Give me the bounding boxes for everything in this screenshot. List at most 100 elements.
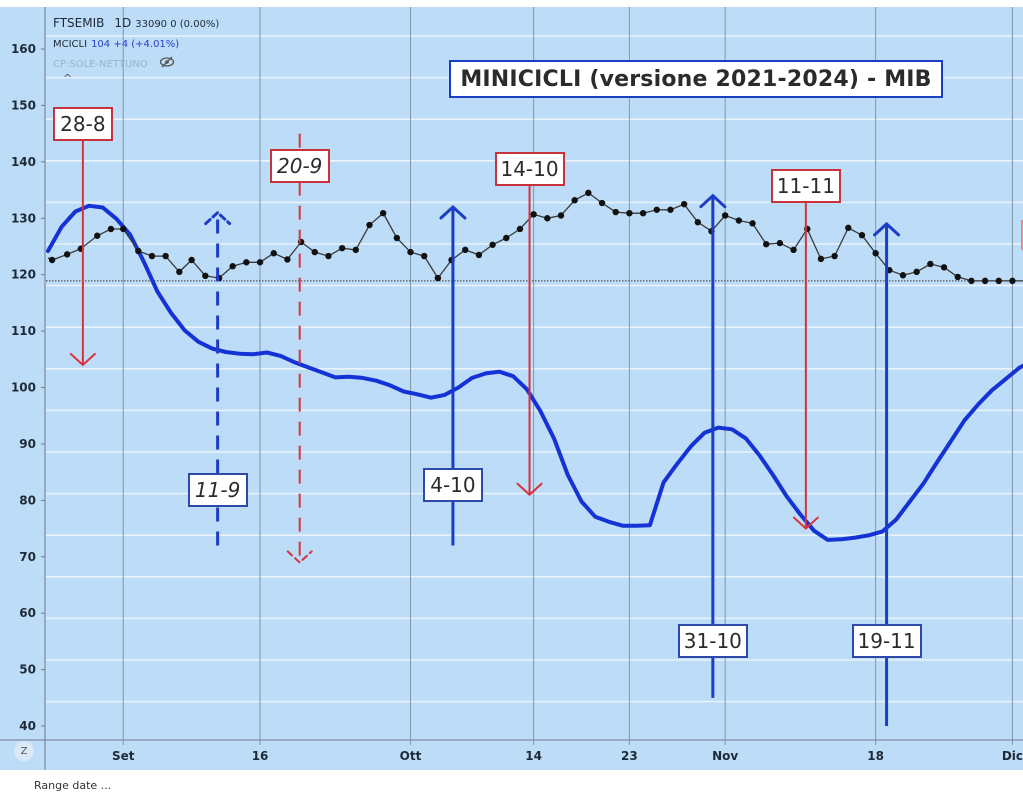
mcicli-point (763, 241, 770, 248)
marker-red-down (516, 161, 543, 497)
mcicli-point (107, 225, 115, 233)
x-tick-label: Nov (712, 749, 738, 763)
mcicli-point (995, 277, 1002, 285)
mcicli-point (229, 263, 236, 270)
x-tick-label: 16 (252, 749, 269, 763)
mcicli-point (653, 206, 660, 213)
y-tick-label: 130 (11, 211, 36, 225)
mcicli-point (407, 248, 414, 256)
mcicli-point (598, 199, 606, 207)
mcicli-point (338, 244, 346, 252)
marker-red-down (69, 111, 96, 367)
vertical-gridlines (122, 7, 1013, 740)
arrow-down-icon (792, 516, 819, 530)
range-date-selector[interactable]: Range date ... (34, 779, 112, 792)
marker-label: 4-10 (422, 468, 483, 502)
mcicli-point (858, 231, 866, 239)
mcicli-point (188, 256, 195, 264)
mcicli-point (270, 250, 277, 257)
mcicli-point (571, 197, 578, 204)
mcicli-point (1009, 277, 1016, 285)
mcicli-point (968, 277, 975, 285)
arrow-down-icon (69, 352, 96, 367)
mcicli-point (721, 212, 729, 219)
mcicli-point (954, 273, 961, 281)
marker-red-down (286, 133, 313, 564)
mcicli-point (899, 272, 907, 279)
mcicli-point (667, 206, 674, 213)
x-tick-label: Ott (400, 749, 422, 763)
legend-row-hidden: CP:SOLE-NETTUNO (53, 54, 219, 74)
legend: FTSEMIB 1D 33090 0 (0.00%) MCICLI 104 +4 (+… (53, 14, 219, 84)
y-tick-label: 150 (11, 98, 36, 112)
y-tick-label: 160 (11, 42, 36, 56)
mcicli-point (94, 232, 101, 239)
legend-row-indicator: MCICLI 104 +4 (+4.01%) (53, 34, 219, 54)
mcicli-point (352, 246, 359, 254)
x-axis-ticks: Set 16 Ott 14 23 Nov 18 Dic (112, 740, 1023, 763)
marker-blue-up (699, 193, 727, 698)
eye-off-icon[interactable] (159, 55, 175, 74)
y-tick-label: 90 (19, 437, 36, 451)
legend-symbol[interactable]: FTSEMIB (53, 16, 105, 30)
mcicli-point (489, 241, 496, 248)
mcicli-point (284, 256, 291, 263)
legend-indicator[interactable]: MCICLI (53, 39, 88, 50)
y-tick-label: 110 (11, 324, 36, 338)
mcicli-point (243, 259, 250, 266)
y-tick-label: 100 (11, 381, 36, 395)
marker-label: 19-11 (851, 624, 922, 658)
cycle-markers (69, 111, 901, 727)
mcicli-point (831, 252, 838, 260)
mcicli-point (256, 259, 264, 266)
arrow-down-icon (286, 550, 313, 564)
mcicli-point (694, 219, 701, 226)
mcicli-point (872, 250, 879, 257)
x-tick-label: Set (112, 749, 135, 763)
y-tick-label: 50 (19, 663, 36, 677)
mcicli-point (434, 274, 442, 282)
marker-label: 11-11 (770, 169, 841, 203)
mcicli-point (311, 248, 318, 256)
mcicli-point (612, 208, 619, 216)
mcicli-point (325, 252, 332, 260)
mcicli-point (735, 217, 743, 224)
x-tick-label: Dic (1002, 749, 1023, 763)
mcicli-point (817, 255, 825, 263)
x-tick-label: 23 (621, 749, 638, 763)
mcicli-point (475, 251, 483, 259)
mcicli-point (981, 277, 989, 285)
y-tick-label: 70 (19, 550, 36, 564)
arrow-up-icon (699, 193, 727, 209)
y-tick-label: 80 (19, 493, 36, 507)
mcicli-point (462, 246, 469, 254)
mcicli-point (585, 189, 592, 197)
mcicli-point (366, 221, 373, 229)
mcicli-point (202, 272, 209, 280)
mcicli-point (63, 251, 71, 258)
mcicli-point (626, 209, 633, 217)
mcicli-point (421, 252, 428, 260)
mcicli-point (776, 239, 784, 247)
legend-indicator-value: 104 +4 (+4.01%) (91, 39, 180, 50)
legend-hidden-indicator[interactable]: CP:SOLE-NETTUNO (53, 59, 148, 70)
marker-label: 28-8 (52, 107, 113, 141)
mcicli-point (940, 264, 948, 271)
series-cycle (46, 203, 1023, 542)
horizontal-gridlines (46, 35, 1023, 703)
mcicli-point (749, 220, 756, 227)
marker-label: 14-10 (494, 152, 565, 186)
mcicli-point (379, 209, 387, 217)
mcicli-point (162, 252, 169, 260)
arrow-down-icon (516, 482, 543, 497)
zoom-button[interactable]: Z (14, 741, 34, 761)
marker-label: 11-9 (187, 473, 248, 507)
legend-timeframe[interactable]: 1D (114, 16, 132, 30)
cycle-line (46, 203, 1023, 542)
mcicli-point (927, 260, 934, 268)
mcicli-point (557, 212, 565, 219)
y-tick-label: 40 (19, 719, 36, 733)
mcicli-point (790, 246, 797, 254)
chevron-up-icon[interactable]: ^ (63, 72, 73, 85)
